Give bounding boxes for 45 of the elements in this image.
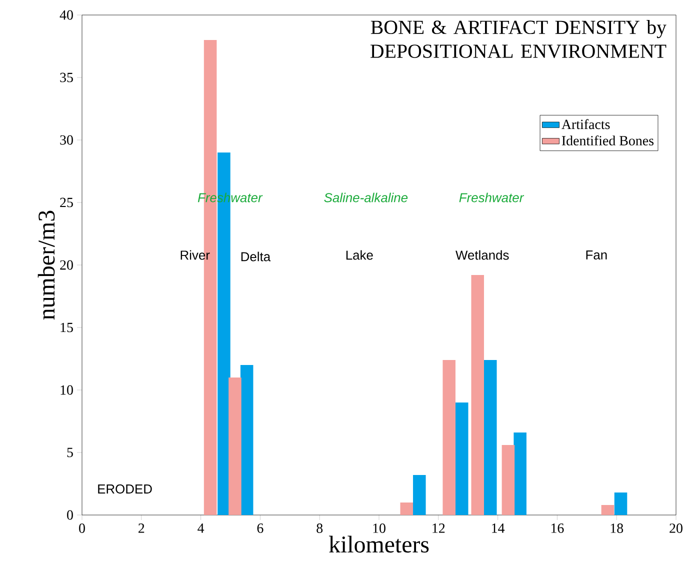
annotation: Freshwater <box>459 192 524 202</box>
x-tick-label: 0 <box>79 524 85 533</box>
annotation: Fan <box>586 250 607 260</box>
text: BONE & ARTIFACT DENSITY by DEPOSITIONAL ENVIRONMENT <box>370 20 666 58</box>
x-tick-label: 12 <box>432 524 445 533</box>
x-tick-label: 6 <box>257 524 264 533</box>
y-tick-label: 10 <box>60 385 73 395</box>
x-axis-title: kilometers <box>328 536 429 553</box>
y-tick-label: 0 <box>67 510 73 520</box>
x-tick-label: 20 <box>670 524 682 533</box>
annotation: ERODED <box>98 484 152 494</box>
legend-label: Artifacts <box>562 119 610 130</box>
y-tick-label: 5 <box>67 448 73 458</box>
bar <box>601 505 614 515</box>
bar <box>514 432 526 515</box>
x-tick-label: 4 <box>198 524 204 533</box>
annotation: Wetlands <box>456 250 509 260</box>
bar <box>614 492 628 515</box>
annotation: River <box>180 250 210 260</box>
annotation: Saline-alkaline <box>324 192 408 202</box>
bar <box>413 475 426 515</box>
x-tick-label: 8 <box>316 524 323 533</box>
legend-label: Identified Bones <box>562 135 654 146</box>
bar <box>471 274 484 515</box>
annotation: Lake <box>346 250 373 260</box>
bar <box>442 360 456 515</box>
bar <box>502 445 515 515</box>
x-tick-label: 18 <box>610 524 624 533</box>
y-tick-label: 25 <box>60 198 73 208</box>
bar <box>228 378 242 515</box>
bar <box>240 365 254 515</box>
annotation: Delta <box>241 252 271 262</box>
x-tick-label: 2 <box>138 524 144 533</box>
y-tick-label: 40 <box>60 10 73 20</box>
x-tick-label: 10 <box>373 524 386 533</box>
y-tick-label: 15 <box>60 322 73 332</box>
y-tick-label: 20 <box>60 260 73 270</box>
bar <box>400 502 414 515</box>
y-axis-title: number/m3 <box>38 210 55 320</box>
x-tick-label: 16 <box>551 524 564 533</box>
y-tick-label: 35 <box>60 72 73 82</box>
bar <box>455 402 468 515</box>
bar <box>484 360 497 515</box>
x-tick-label: 14 <box>492 524 505 533</box>
y-tick-label: 30 <box>60 135 73 145</box>
